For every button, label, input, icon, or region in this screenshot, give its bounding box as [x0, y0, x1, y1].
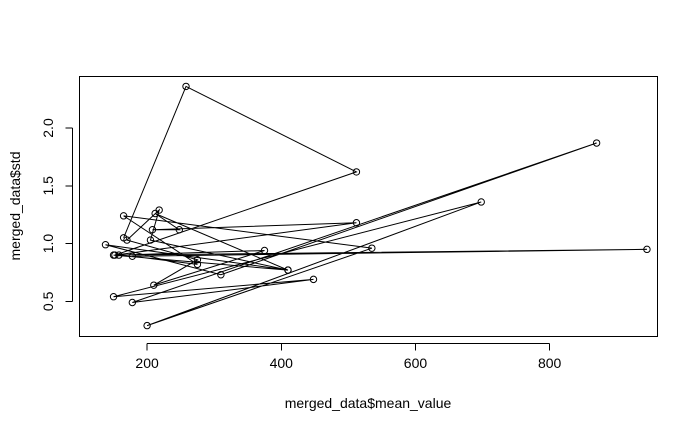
y-axis: 0.5 1.0 1.5 2.0 [40, 118, 73, 311]
data-point-24 [260, 246, 269, 255]
data-point-19 [119, 212, 128, 220]
data-point-17 [143, 321, 151, 330]
data-point-16 [477, 198, 485, 206]
data-point-5 [352, 219, 361, 227]
data-point-13 [128, 298, 137, 307]
x-tick-label: 200 [135, 355, 159, 371]
y-axis-label: merged_data$std [7, 152, 23, 261]
data-point-10 [101, 241, 110, 249]
data-point-22 [643, 245, 651, 254]
x-tick-label: 400 [270, 355, 294, 371]
x-tick-label: 800 [538, 355, 562, 371]
y-tick-label: 1.0 [40, 234, 56, 254]
data-point-7 [175, 225, 183, 234]
data-point-3 [352, 168, 361, 176]
data-point-29 [146, 236, 155, 244]
y-tick-label: 2.0 [40, 118, 56, 138]
x-axis: 200 400 600 800 [135, 343, 562, 371]
data-point-25 [150, 281, 158, 289]
y-tick-label: 0.5 [40, 291, 56, 311]
data-points [101, 82, 651, 330]
data-point-27 [123, 236, 131, 244]
data-point-2 [182, 82, 190, 91]
x-tick-label: 600 [404, 355, 428, 371]
plot-frame [79, 76, 658, 337]
data-point-28 [155, 206, 163, 214]
data-point-21 [128, 252, 137, 260]
data-point-20 [193, 260, 202, 269]
data-point-12 [592, 139, 601, 147]
data-point-30 [284, 266, 292, 274]
data-point-14 [309, 275, 318, 284]
data-point-6 [148, 225, 157, 234]
data-point-23 [115, 251, 123, 259]
y-tick-label: 1.5 [40, 176, 56, 196]
data-point-31 [109, 251, 118, 259]
series-line [105, 85, 647, 327]
data-point-11 [217, 271, 225, 279]
data-point-15 [109, 293, 118, 301]
data-point-18 [368, 244, 376, 252]
x-axis-label: merged_data$mean_value [285, 395, 452, 411]
data-point-26 [193, 256, 202, 264]
